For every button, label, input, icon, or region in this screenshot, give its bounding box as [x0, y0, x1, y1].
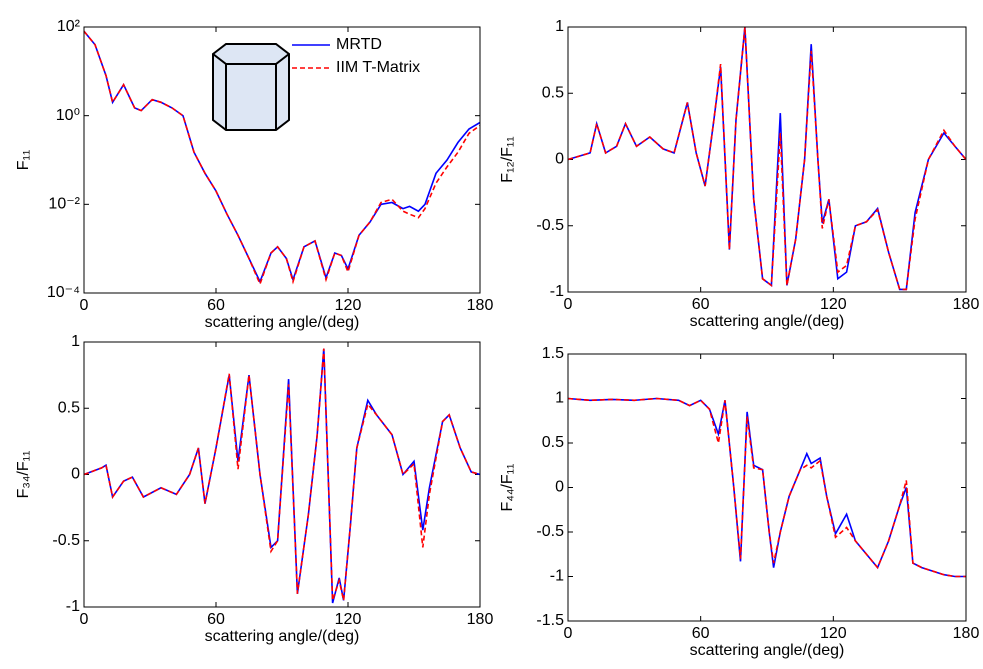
x-tick-label: 0: [80, 611, 89, 628]
y-tick-label: 1.5: [542, 345, 564, 362]
prism-icon: [212, 43, 290, 131]
x-tick-label: 120: [335, 297, 362, 314]
x-tick-label: 0: [564, 625, 573, 642]
x-tick-label: 0: [80, 297, 89, 314]
y-tick-label: 1: [555, 390, 564, 407]
axes-box: [567, 353, 967, 622]
x-tick-label: 180: [467, 611, 494, 628]
data-line: [83, 348, 481, 601]
legend-label: MRTD: [336, 36, 382, 53]
x-tick-label: 60: [207, 297, 225, 314]
x-tick-label: 120: [820, 296, 847, 313]
x-tick-label: 60: [692, 625, 710, 642]
y-tick-label: 1: [71, 333, 80, 350]
prism-body: [212, 43, 290, 131]
plot-area: [568, 354, 966, 621]
y-tick-label: 10⁻⁴: [47, 284, 80, 301]
x-tick-label: 180: [953, 296, 980, 313]
y-tick-label: 10⁰: [56, 107, 80, 124]
y-tick-label: 0.5: [542, 84, 564, 101]
axes-box: [83, 26, 481, 294]
y-tick-label: 0.5: [58, 399, 80, 416]
x-axis-label: scattering angle/(deg): [690, 642, 845, 659]
data-line: [567, 26, 967, 291]
plot-area: [568, 27, 966, 292]
axes-box: [83, 341, 481, 608]
y-tick-label: 10²: [57, 18, 81, 35]
x-tick-label: 120: [820, 625, 847, 642]
axes-box: [567, 26, 967, 293]
y-tick-label: -1.5: [536, 612, 564, 629]
y-tick-label: 0: [555, 479, 564, 496]
data-line: [83, 30, 481, 287]
x-tick-label: 60: [692, 296, 710, 313]
y-tick-label: -1: [66, 598, 80, 615]
prism-edge: [212, 53, 290, 65]
y-axis-label: F₄₄/F₁₁: [499, 464, 516, 512]
y-tick-label: -1: [550, 283, 564, 300]
x-tick-label: 60: [207, 611, 225, 628]
legend-label: IIM T-Matrix: [336, 59, 420, 76]
x-tick-label: 180: [467, 297, 494, 314]
data-line: [567, 397, 966, 578]
y-axis-label: F₁₂/F₁₁: [499, 136, 516, 182]
y-axis-label: F₁₁: [15, 150, 32, 171]
y-tick-label: 0: [555, 151, 564, 168]
y-tick-label: 0.5: [542, 434, 564, 451]
y-tick-label: 10⁻²: [48, 196, 80, 213]
x-tick-label: 180: [953, 625, 980, 642]
y-axis-label: F₃₄/F₁₁: [15, 451, 32, 499]
y-tick-label: -1: [550, 568, 564, 585]
y-tick-label: -0.5: [536, 523, 564, 540]
y-tick-label: 1: [555, 18, 564, 35]
y-tick-label: 0: [71, 466, 80, 483]
y-tick-label: -0.5: [536, 217, 564, 234]
x-axis-label: scattering angle/(deg): [205, 628, 360, 645]
x-axis-label: scattering angle/(deg): [205, 314, 360, 331]
x-tick-label: 120: [335, 611, 362, 628]
x-tick-label: 0: [564, 296, 573, 313]
y-tick-label: -0.5: [52, 532, 80, 549]
x-axis-label: scattering angle/(deg): [690, 313, 845, 330]
